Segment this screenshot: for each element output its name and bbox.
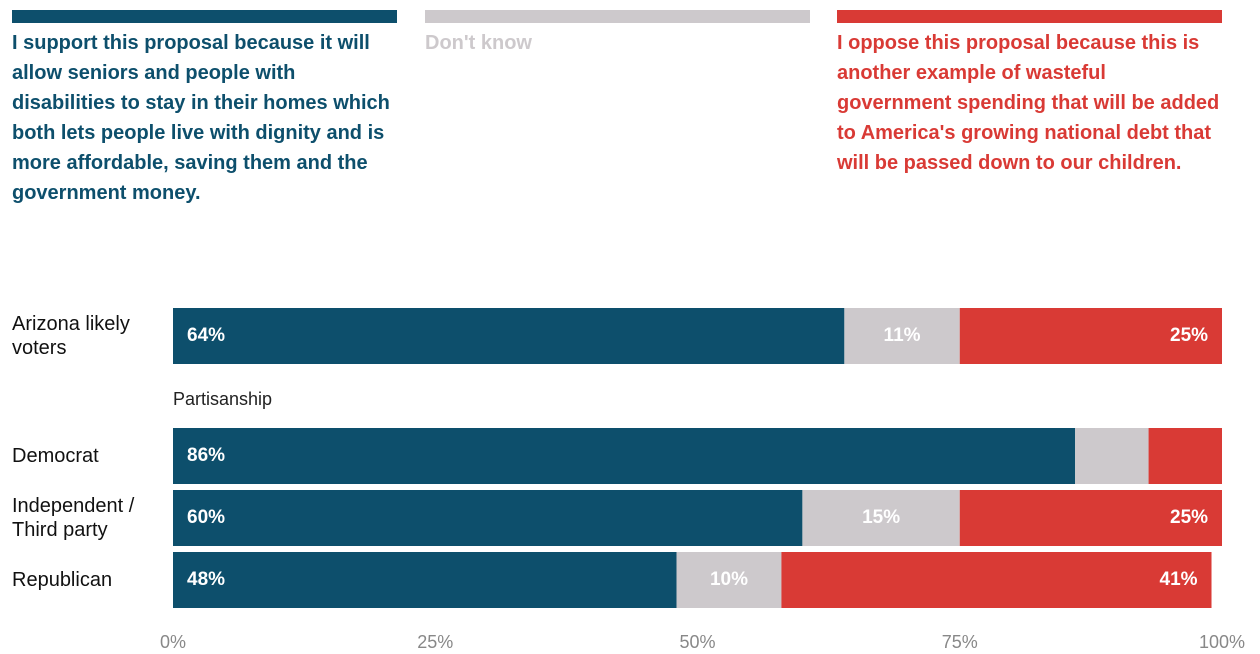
bar-segment [781, 552, 1212, 608]
value-label: 48% [187, 569, 226, 590]
group-label: Partisanship [173, 389, 273, 409]
bar-segment [959, 308, 1222, 364]
bar-segment [173, 428, 1076, 484]
value-label: 25% [1170, 325, 1209, 346]
category-label: Republican [12, 569, 113, 591]
bar-segment [676, 552, 782, 608]
category-label: Democrat [12, 445, 99, 467]
x-tick-label: 25% [417, 632, 454, 652]
value-label: 15% [862, 507, 901, 528]
legend-swatch [837, 10, 1222, 23]
bar-segment [959, 490, 1222, 546]
bar-segment [173, 308, 845, 364]
bar-segment [802, 490, 960, 546]
bar-segment [173, 490, 803, 546]
x-tick-label: 100% [1198, 632, 1246, 652]
legend-text: Don't know [425, 32, 532, 54]
value-label: 41% [1159, 569, 1198, 590]
legend-swatch [12, 10, 397, 23]
bar-segment [1148, 428, 1222, 484]
bar-segment [173, 552, 677, 608]
category-label: Arizona likely voters [12, 313, 130, 359]
value-label: 64% [187, 325, 226, 346]
value-label: 25% [1170, 507, 1209, 528]
x-tick-label: 0% [159, 632, 187, 652]
legend-text: I oppose this proposal because this is a… [837, 32, 1220, 174]
bar-segment [1075, 428, 1149, 484]
x-tick-label: 50% [679, 632, 716, 652]
bar-segment [844, 308, 960, 364]
value-label: 11% [883, 325, 921, 346]
value-label: 86% [187, 445, 226, 466]
x-tick-label: 75% [941, 632, 978, 652]
value-label: 60% [187, 507, 226, 528]
category-label: Independent / Third party [12, 495, 135, 541]
legend-text: I support this proposal because it will … [12, 32, 390, 204]
value-label: 10% [709, 569, 748, 590]
legend-swatch [425, 10, 810, 23]
